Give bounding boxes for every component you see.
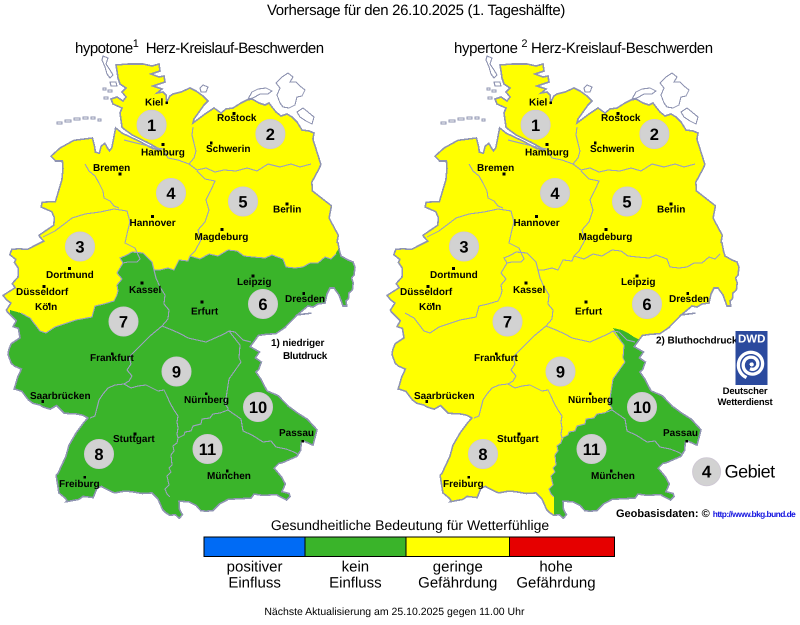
- svg-text:Gefährdung: Gefährdung: [418, 575, 497, 592]
- svg-text:hypotone1 Herz-Kreislauf-Besc: hypotone1 Herz-Kreislauf-Beschwerden: [75, 38, 324, 57]
- svg-text:positiver: positiver: [227, 559, 283, 576]
- svg-text:Einfluss: Einfluss: [329, 575, 382, 592]
- svg-text:Gesundheitliche Bedeutung für: Gesundheitliche Bedeutung für Wetterfühl…: [271, 517, 550, 533]
- svg-text:Gebiet: Gebiet: [725, 462, 776, 482]
- svg-text:1) niedriger: 1) niedriger: [271, 338, 324, 349]
- svg-text:Blutdruck: Blutdruck: [283, 351, 328, 362]
- svg-text:kein: kein: [342, 559, 370, 576]
- svg-text:2) Bluthochdruck: 2) Bluthochdruck: [656, 336, 738, 347]
- svg-text:Vorhersage für den 26.10.2025: Vorhersage für den 26.10.2025 (1. Tagesh…: [267, 2, 565, 19]
- svg-text:Wetterdienst: Wetterdienst: [718, 397, 774, 408]
- svg-text:4: 4: [702, 463, 712, 482]
- svg-text:Gefährdung: Gefährdung: [516, 575, 595, 592]
- svg-text:hohe: hohe: [539, 559, 572, 576]
- svg-text:DWD: DWD: [738, 334, 765, 346]
- svg-text:hypertone 2 Herz-Kreislauf-Bes: hypertone 2 Herz-Kreislauf-Beschwerden: [454, 38, 713, 57]
- svg-text:geringe: geringe: [433, 559, 483, 576]
- svg-text:Einfluss: Einfluss: [228, 575, 281, 592]
- svg-text:Deutscher: Deutscher: [723, 386, 768, 397]
- svg-text:Geobasisdaten: © http://www.bk: Geobasisdaten: © http://www.bkg.bund.de: [616, 508, 796, 520]
- svg-text:Nächste Aktualisierung am 25.1: Nächste Aktualisierung am 25.10.2025 geg…: [264, 606, 525, 618]
